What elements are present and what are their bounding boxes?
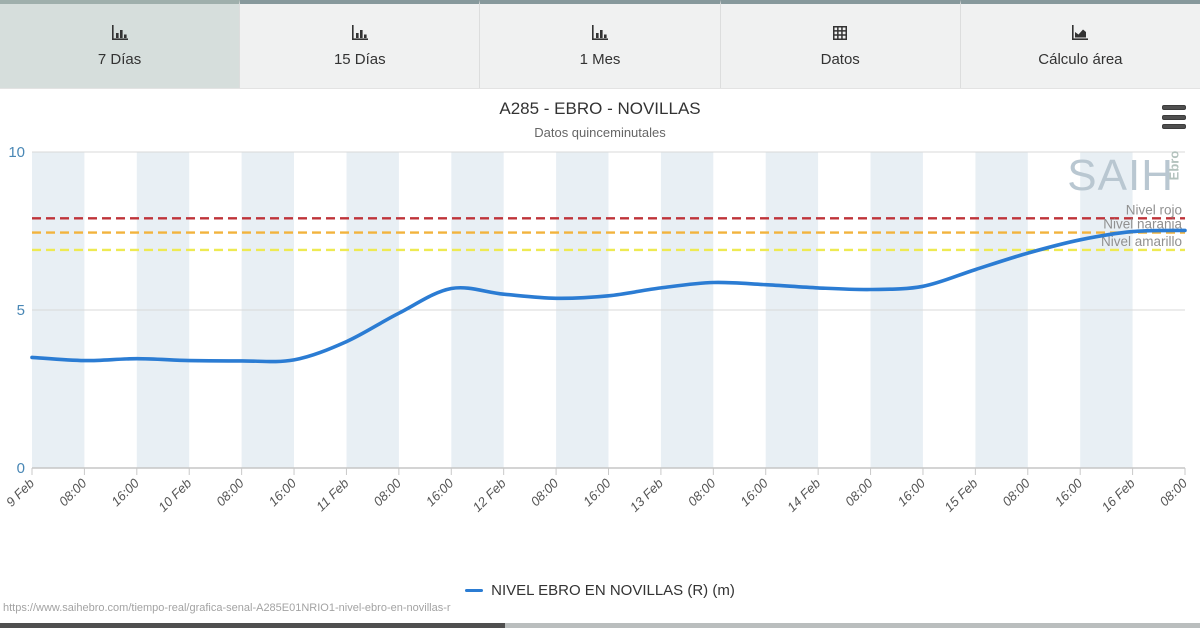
x-axis-tick-label: 16:00 bbox=[737, 475, 771, 509]
x-axis-tick-label: 15 Feb bbox=[941, 476, 980, 515]
threshold-label: Nivel amarillo bbox=[1101, 234, 1182, 249]
chart-menu-hamburger-icon[interactable] bbox=[1162, 105, 1186, 129]
x-axis-tick-label: 16:00 bbox=[1052, 475, 1086, 509]
y-axis-tick-label: 5 bbox=[17, 302, 25, 319]
x-axis-tick-label: 10 Feb bbox=[155, 476, 194, 515]
x-axis-tick-label: 16:00 bbox=[580, 475, 614, 509]
x-axis-tick-label: 08:00 bbox=[1157, 475, 1191, 509]
x-axis-tick-label: 08:00 bbox=[213, 475, 247, 509]
scrollbar-thumb[interactable] bbox=[0, 623, 505, 628]
series-line-marker bbox=[465, 589, 484, 592]
chart-subtitle: Datos quinceminutales bbox=[534, 125, 666, 140]
x-axis-tick-label: 16:00 bbox=[423, 475, 457, 509]
x-axis-tick-label: 13 Feb bbox=[627, 476, 666, 515]
y-axis-tick-label: 0 bbox=[17, 460, 25, 477]
area-chart-icon bbox=[1070, 24, 1090, 42]
legend-label: NIVEL EBRO EN NOVILLAS (R) (m) bbox=[491, 582, 735, 599]
tab-label: Datos bbox=[820, 51, 860, 68]
series-line bbox=[30, 228, 1187, 364]
level-line-chart: 0 5 10 9 Feb 08:00 16:00 10 Feb 08:00 16:00 11 Fe… bbox=[3, 144, 1191, 515]
tab-datos[interactable]: Datos bbox=[720, 0, 961, 88]
tab-label: 1 Mes bbox=[579, 51, 621, 68]
tab-label: 7 Días bbox=[97, 51, 142, 68]
bar-chart-icon bbox=[350, 24, 370, 42]
x-axis-tick-label: 08:00 bbox=[685, 475, 719, 509]
tab-label: 15 Días bbox=[333, 51, 386, 68]
x-axis-tick-label: 08:00 bbox=[842, 475, 876, 509]
table-icon bbox=[831, 24, 849, 42]
x-axis-tick-label: 14 Feb bbox=[784, 476, 823, 515]
x-axis-tick-label: 16:00 bbox=[108, 475, 142, 509]
bar-chart-icon bbox=[110, 24, 130, 42]
x-axis-tick-label: 9 Feb bbox=[3, 476, 37, 510]
page-url-text: https://www.saihebro.com/tiempo-real/gra… bbox=[3, 602, 451, 614]
bar-chart-icon bbox=[590, 24, 610, 42]
tab-label: Cálculo área bbox=[1038, 51, 1123, 68]
chart-title: A285 - EBRO - NOVILLAS bbox=[499, 99, 701, 118]
x-axis-tick-label: 11 Feb bbox=[313, 476, 352, 515]
x-axis-tick-label: 08:00 bbox=[528, 475, 562, 509]
tab-15-dias[interactable]: 15 Días bbox=[240, 0, 481, 88]
period-tabbar: 7 Días 15 Días 1 Mes Datos Cálculo área bbox=[0, 0, 1200, 89]
x-axis-tick-label: 08:00 bbox=[370, 475, 404, 509]
x-axis-tick-label: 16:00 bbox=[266, 475, 300, 509]
legend-item-nivel-ebro[interactable]: NIVEL EBRO EN NOVILLAS (R) (m) bbox=[0, 582, 1200, 599]
y-axis-tick-label: 10 bbox=[8, 144, 25, 161]
threshold-label: Nivel rojo bbox=[1126, 202, 1182, 217]
tab-1-mes[interactable]: 1 Mes bbox=[480, 0, 721, 88]
plot-area: 0 5 10 9 Feb 08:00 16:00 10 Feb 08:00 16:00 11 Fe… bbox=[3, 144, 1191, 515]
tab-calculo-area[interactable]: Cálculo área bbox=[960, 0, 1200, 88]
x-axis-tick-label: 12 Feb bbox=[470, 476, 509, 515]
x-axis-tick-label: 08:00 bbox=[999, 475, 1033, 509]
tab-7-dias[interactable]: 7 Días bbox=[0, 0, 241, 88]
x-axis-tick-label: 08:00 bbox=[56, 475, 90, 509]
threshold-label: Nivel naranja bbox=[1103, 217, 1182, 232]
x-axis-tick-label: 16 Feb bbox=[1098, 476, 1137, 515]
x-axis-tick-label: 16:00 bbox=[894, 475, 928, 509]
bottom-scrollbar bbox=[0, 623, 1200, 628]
